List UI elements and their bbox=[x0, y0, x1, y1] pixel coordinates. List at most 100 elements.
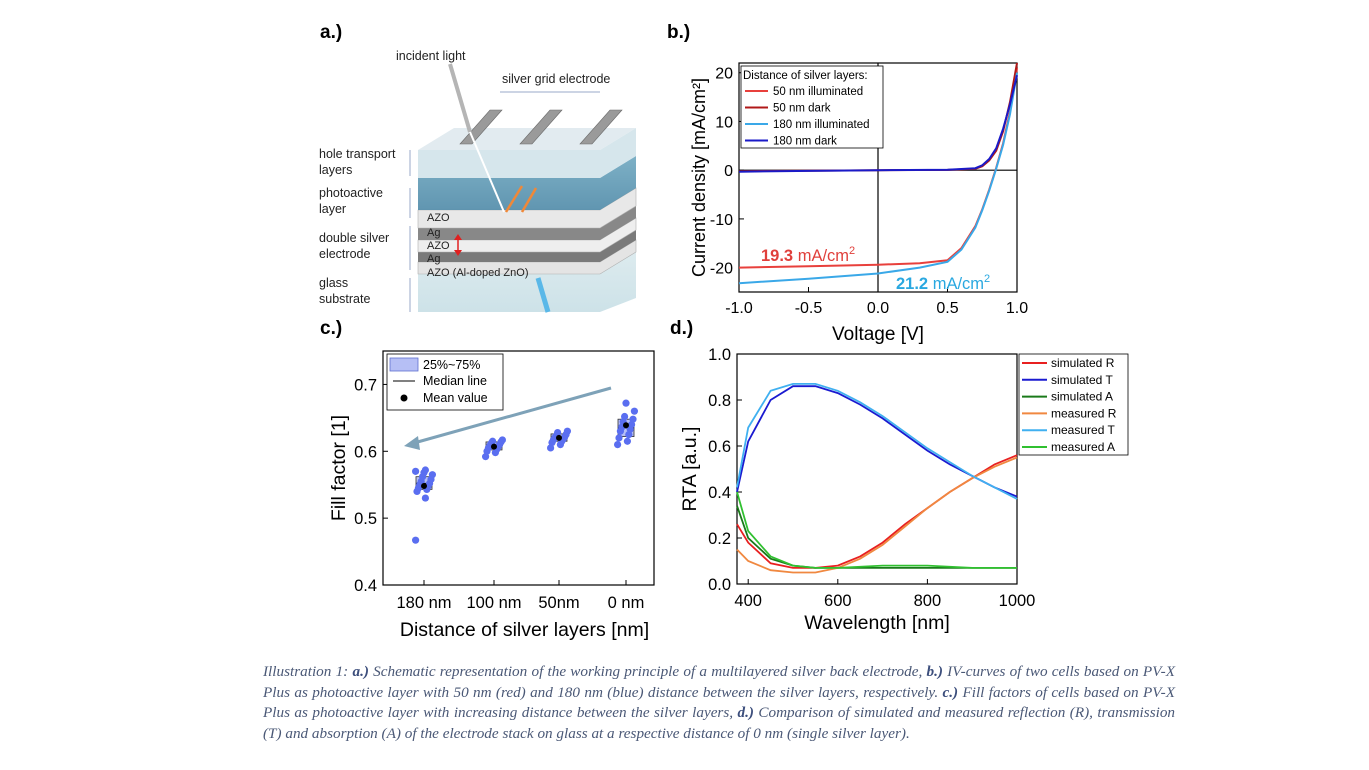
label-glass-1: glass bbox=[319, 276, 348, 290]
data-point bbox=[623, 437, 632, 445]
legend-entry: 180 nm dark bbox=[773, 136, 837, 148]
y-tick-label: -20 bbox=[710, 261, 733, 278]
legend-entry: simulated T bbox=[1051, 373, 1113, 387]
x-tick-label: -0.5 bbox=[795, 300, 823, 317]
label-hole-transport-2: layers bbox=[319, 163, 352, 177]
mean-marker bbox=[556, 434, 562, 441]
legend-entry: measured T bbox=[1051, 423, 1115, 437]
data-point bbox=[412, 467, 420, 475]
legend-title: Distance of silver layers: bbox=[743, 70, 868, 82]
label-incident-light: incident light bbox=[396, 49, 466, 63]
label-double-silver-2: electrode bbox=[319, 247, 370, 261]
trend-arrow-line bbox=[413, 386, 612, 445]
legend-entry: 50 nm dark bbox=[773, 103, 831, 115]
annotation-sup: 2 bbox=[984, 273, 990, 285]
legend-entry: 25%~75% bbox=[423, 358, 480, 372]
caption-a-text: Schematic representation of the working … bbox=[368, 663, 927, 680]
x-category-label: 100 nm bbox=[466, 594, 521, 612]
trend-arrow-head bbox=[404, 436, 420, 450]
legend-entry: simulated R bbox=[1051, 356, 1115, 370]
legend-entry: measured R bbox=[1051, 406, 1117, 420]
legend-box bbox=[1018, 353, 1129, 456]
caption-d-text: Comparison of simulated and measured ref… bbox=[263, 704, 1176, 742]
annotation-unit: mA/cm bbox=[928, 275, 984, 293]
y-tick-label: 0.6 bbox=[354, 443, 377, 461]
label-hole-transport-1: hole transport bbox=[319, 147, 396, 161]
x-tick-label: 800 bbox=[914, 592, 942, 610]
x-tick-label: -1.0 bbox=[725, 300, 753, 317]
mean-marker bbox=[623, 422, 629, 429]
figure-caption: Illustration 1: a.) Schematic representa… bbox=[263, 662, 1175, 744]
x-category-label: 0 nm bbox=[608, 594, 645, 612]
y-tick-label: 0.4 bbox=[354, 577, 377, 595]
series-line-measured-R bbox=[736, 456, 1018, 574]
y-tick-label: -10 bbox=[710, 212, 733, 229]
y-tick-label: 0.4 bbox=[708, 484, 731, 502]
y-tick-label: 0.7 bbox=[354, 376, 377, 394]
label-silver-grid: silver grid electrode bbox=[502, 72, 610, 86]
label-double-silver-1: double silver bbox=[319, 231, 389, 245]
electrode-schematic: hole transport layers photoactive layer … bbox=[319, 49, 637, 313]
data-point bbox=[498, 436, 506, 444]
series-line-measured-A bbox=[736, 491, 1017, 569]
panel-label-d: d.) bbox=[670, 318, 694, 339]
y-axis-label: RTA [a.u.] bbox=[679, 427, 701, 512]
x-tick-label: 1.0 bbox=[1006, 300, 1028, 317]
y-tick-label: 1.0 bbox=[708, 346, 731, 364]
mean-marker bbox=[421, 483, 427, 490]
caption-c-text: Fill factors of cells based on PV-X Plus… bbox=[263, 683, 1175, 722]
legend-entry: 180 nm illuminated bbox=[773, 119, 870, 131]
layer-ag-bottom: Ag bbox=[427, 253, 440, 265]
x-tick-label: 400 bbox=[734, 592, 762, 610]
legend-entry: Mean value bbox=[423, 391, 488, 405]
data-point bbox=[630, 407, 639, 415]
annotation-value: 21.2 bbox=[896, 275, 928, 293]
caption-c-tag: c.) bbox=[942, 683, 959, 701]
layer-azo-top: AZO bbox=[427, 212, 450, 224]
series-line-180-nm-illuminated bbox=[738, 72, 1018, 285]
y-tick-label: 0 bbox=[724, 163, 733, 180]
y-axis-label: Current density [mA/cm²] bbox=[689, 78, 709, 277]
annotation-50nm: 19.3 mA/cm2 bbox=[761, 245, 855, 265]
y-tick-label: 0.2 bbox=[708, 530, 731, 548]
data-point bbox=[428, 471, 436, 479]
x-category-label: 180 nm bbox=[396, 594, 451, 612]
annotation-value: 19.3 bbox=[761, 247, 793, 265]
caption-b-tag: b.) bbox=[926, 663, 943, 680]
data-point bbox=[563, 427, 572, 435]
x-tick-label: 1000 bbox=[999, 592, 1036, 610]
y-axis-label: Fill factor [1] bbox=[328, 415, 350, 521]
data-point bbox=[614, 441, 622, 449]
series-line-180-nm-dark bbox=[738, 74, 1018, 173]
label-photoactive-2: layer bbox=[319, 202, 346, 216]
data-point bbox=[421, 466, 429, 474]
data-point bbox=[615, 434, 623, 442]
annotation-180nm: 21.2 mA/cm2 bbox=[896, 273, 990, 293]
y-tick-label: 0.0 bbox=[708, 576, 731, 594]
y-tick-label: 20 bbox=[715, 66, 733, 83]
series-line-simulated-A bbox=[736, 505, 1017, 569]
x-axis-label: Voltage [V] bbox=[832, 324, 924, 345]
caption-lead: Illustration 1: bbox=[263, 663, 353, 680]
mean-marker bbox=[491, 443, 497, 450]
layer-ag-top: Ag bbox=[427, 227, 440, 239]
x-tick-label: 600 bbox=[824, 592, 852, 610]
panel-label-b: b.) bbox=[667, 22, 691, 43]
legend-swatch-box bbox=[389, 357, 419, 372]
label-glass-2: substrate bbox=[319, 292, 370, 306]
caption-d-tag: d.) bbox=[737, 704, 754, 722]
layer-azo-bottom: AZO (Al-doped ZnO) bbox=[427, 267, 528, 279]
x-tick-label: 0.0 bbox=[867, 300, 889, 317]
y-tick-label: 10 bbox=[715, 114, 733, 131]
legend-entry: Median line bbox=[423, 374, 487, 388]
series-line-simulated-T bbox=[736, 385, 1018, 498]
y-tick-label: 0.6 bbox=[708, 438, 731, 456]
label-photoactive-1: photoactive bbox=[319, 186, 383, 200]
x-axis-label: Distance of silver layers [nm] bbox=[400, 619, 649, 641]
y-tick-label: 0.8 bbox=[708, 392, 731, 410]
data-point bbox=[412, 536, 420, 544]
series-line-simulated-R bbox=[736, 454, 1018, 569]
x-tick-label: 0.5 bbox=[936, 300, 958, 317]
